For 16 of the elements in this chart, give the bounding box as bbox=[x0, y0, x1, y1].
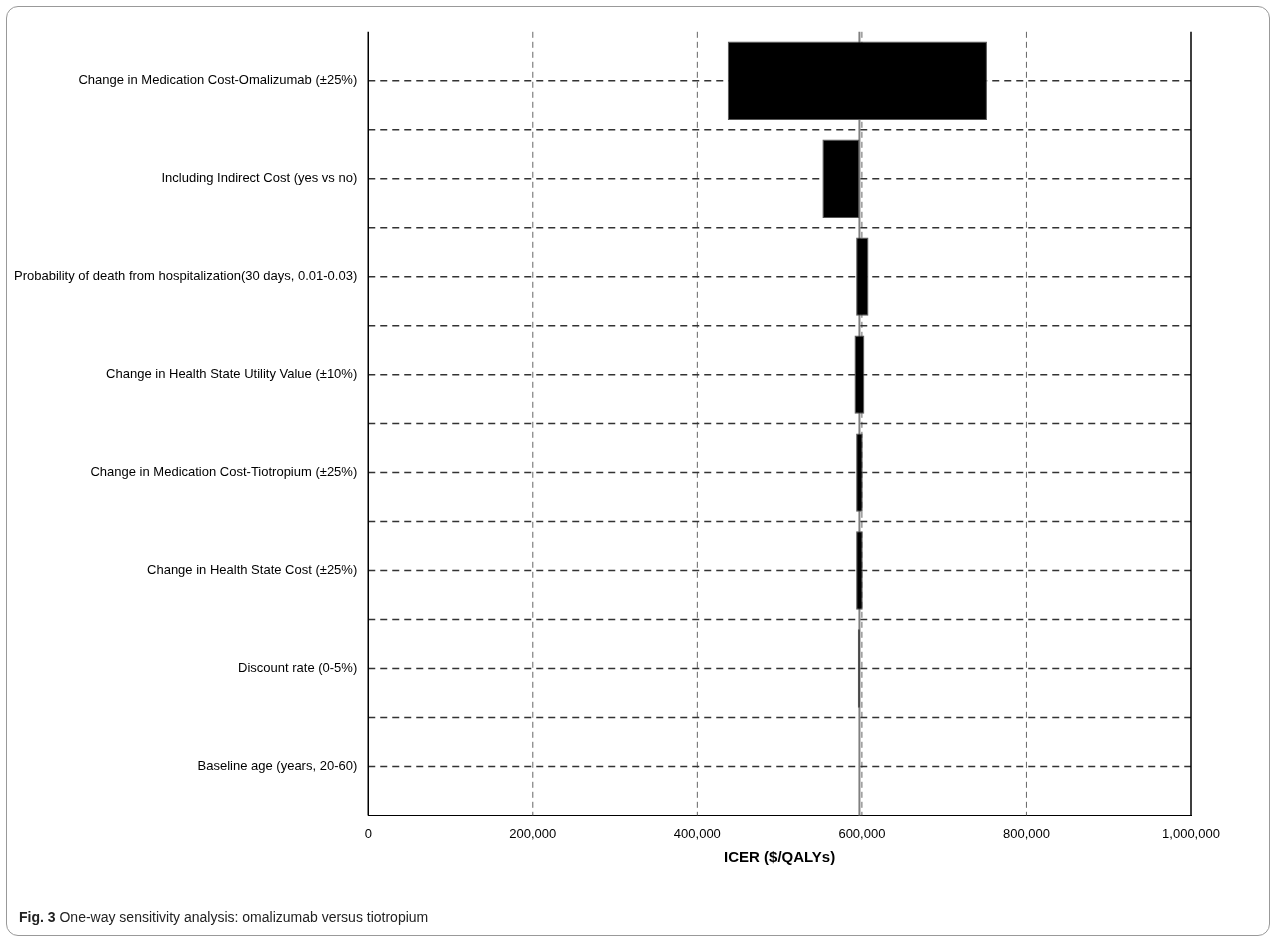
x-tick-label: 400,000 bbox=[673, 825, 721, 841]
x-tick-label: 800,000 bbox=[1002, 825, 1050, 841]
caption: Fig. 3 One-way sensitivity analysis: omalizumab versus tiotropium bbox=[19, 909, 429, 925]
y-tick-label: Change in Medication Cost-Tiotropium (±25%) bbox=[90, 464, 358, 480]
y-tick-label: Baseline age (years, 20-60) bbox=[197, 758, 358, 773]
y-tick-label: Change in Health State Cost (±25%) bbox=[147, 562, 358, 578]
x-tick-label: 600,000 bbox=[838, 825, 886, 841]
y-tick-label: Change in Health State Utility Value (±10%) bbox=[106, 366, 358, 382]
y-tick-label: Discount rate (0-5%) bbox=[238, 660, 358, 676]
y-tick-label: Change in Medication Cost-Omalizumab (±25%) bbox=[78, 72, 358, 88]
y-tick-label: Probability of death from hospitalization(30 days, 0.01-0.03) bbox=[14, 268, 358, 284]
x-tick-label: 0 bbox=[364, 825, 372, 841]
y-tick-label: Including Indirect Cost (yes vs no) bbox=[161, 170, 358, 186]
x-axis-title: ICER ($/QALYs) bbox=[724, 848, 836, 866]
x-tick-label: 1,000,000 bbox=[1162, 825, 1220, 841]
x-tick-label: 200,000 bbox=[509, 825, 557, 841]
